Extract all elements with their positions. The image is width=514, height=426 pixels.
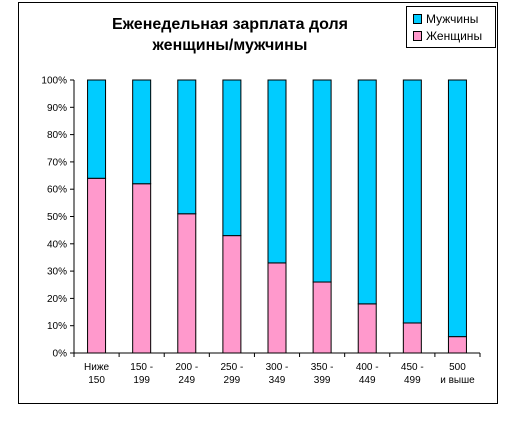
bar-segment-men — [177, 79, 197, 215]
x-tick-label: 500 — [449, 362, 466, 373]
y-tick-label: 0% — [53, 349, 68, 360]
x-tick-label: 499 — [404, 375, 421, 386]
y-tick-label: 100% — [41, 76, 67, 87]
bar-segment-women — [132, 183, 152, 354]
bar-segment-women — [267, 262, 287, 354]
x-tick-label: 400 - — [356, 362, 379, 373]
x-tick-label: 250 - — [220, 362, 243, 373]
bar-segment-men — [312, 79, 332, 283]
y-tick-label: 60% — [47, 185, 67, 196]
x-tick-label: Ниже — [84, 362, 109, 373]
x-tick-label: 349 — [269, 375, 286, 386]
chart-title-line-1: Еженедельная зарплата доля — [111, 16, 348, 33]
legend-swatch-women — [413, 31, 422, 41]
bar-segment-men — [402, 79, 422, 324]
bar-segment-women — [357, 303, 377, 354]
y-tick-label: 10% — [47, 321, 67, 332]
x-tick-label: 200 - — [175, 362, 198, 373]
y-tick-label: 90% — [47, 103, 67, 114]
x-tick-label: 150 - — [130, 362, 153, 373]
x-tick-label: 399 — [314, 375, 331, 386]
bar-segment-women — [177, 213, 197, 354]
bar-segment-men — [267, 79, 287, 264]
legend-label-women: Женщины — [426, 29, 483, 43]
bar-segment-men — [132, 79, 152, 185]
y-tick-label: 40% — [47, 239, 67, 250]
y-tick-label: 20% — [47, 294, 67, 305]
bar-segment-women — [87, 177, 107, 354]
bar-segment-women — [222, 235, 242, 354]
x-tick-label: 150 — [88, 375, 105, 386]
x-tick-label: 249 — [178, 375, 195, 386]
x-tick-label: 199 — [133, 375, 150, 386]
legend-label-men: Мужчины — [426, 12, 479, 26]
chart-title-line-2: женщины/мужчины — [152, 37, 308, 54]
y-tick-label: 50% — [47, 212, 67, 223]
x-tick-label: и выше — [440, 375, 475, 386]
bar-segment-men — [87, 79, 107, 179]
y-tick-label: 70% — [47, 157, 67, 168]
x-tick-label: 299 — [224, 375, 241, 386]
bar-segment-men — [357, 79, 377, 305]
bar-segment-women — [447, 336, 467, 354]
bar-segment-women — [312, 281, 332, 354]
bar-segment-women — [402, 322, 422, 354]
y-tick-label: 80% — [47, 130, 67, 141]
chart-legend: Мужчины Женщины — [406, 6, 496, 48]
chart-title: Еженедельная зарплата доля женщины/мужчи… — [100, 14, 360, 56]
x-tick-label: 450 - — [401, 362, 424, 373]
x-tick-label: 300 - — [266, 362, 289, 373]
x-tick-label: 350 - — [311, 362, 334, 373]
y-tick-label: 30% — [47, 267, 67, 278]
bar-segment-men — [222, 79, 242, 237]
x-tick-label: 449 — [359, 375, 376, 386]
legend-swatch-men — [413, 14, 422, 24]
bar-segment-men — [447, 79, 467, 338]
